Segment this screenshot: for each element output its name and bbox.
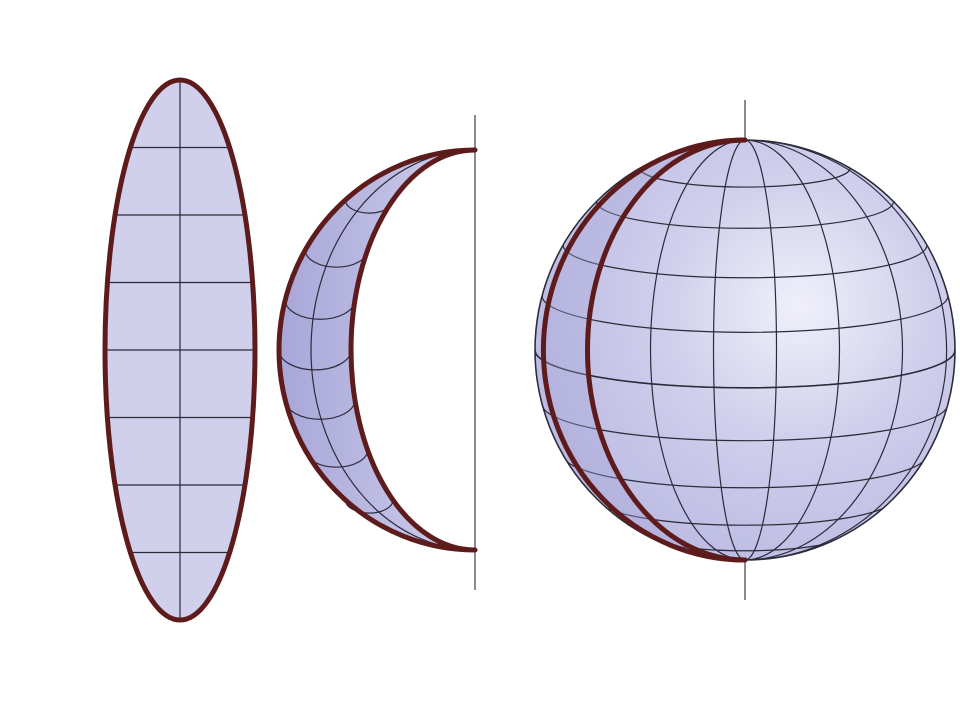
sphere bbox=[535, 100, 955, 600]
lune-flat bbox=[105, 80, 255, 620]
lune-3d bbox=[279, 115, 475, 590]
diagram-canvas bbox=[0, 0, 960, 720]
